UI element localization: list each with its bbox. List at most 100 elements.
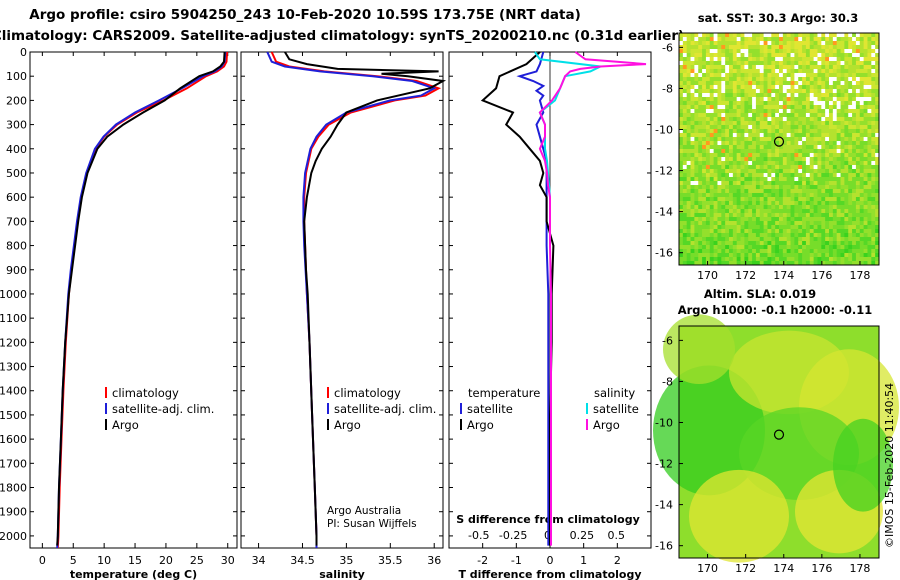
sst-cell: [755, 33, 761, 38]
sst-cell: [682, 77, 688, 82]
sst-cell: [844, 153, 849, 158]
sst-cell: [825, 173, 830, 178]
sst-cell: [702, 249, 707, 254]
sst-cell: [821, 105, 826, 110]
sst-cell: [686, 85, 691, 90]
sst-cell: [679, 105, 684, 110]
sst-cell: [840, 221, 845, 226]
sst-cell: [732, 209, 738, 214]
sst-cell: [863, 237, 868, 242]
sst-cell: [682, 33, 688, 38]
sst-cell: [755, 129, 761, 134]
sst-cell: [832, 185, 838, 190]
sst-cell: [736, 37, 741, 42]
sst-cell: [809, 113, 815, 118]
sst-cell: [759, 209, 765, 214]
sst-cell: [848, 109, 853, 114]
sst-cell: [736, 41, 741, 46]
sst-cell: [744, 113, 749, 118]
sst-cell: [836, 93, 841, 98]
sst-cell: [763, 165, 768, 170]
sst-cell: [832, 241, 838, 246]
timestamp-label: ©IMOS 15-Feb-2020 11:40:54: [883, 383, 896, 548]
sst-cell: [686, 33, 691, 38]
sst-cell: [736, 113, 741, 118]
sst-cell: [721, 245, 726, 250]
sst-cell: [763, 45, 768, 50]
sst-cell: [840, 97, 845, 102]
sst-cell: [832, 153, 838, 158]
sst-cell: [794, 49, 799, 54]
sst-cell: [759, 129, 765, 134]
sst-cell: [832, 121, 838, 126]
sst-cell: [690, 161, 695, 166]
sst-cell: [721, 97, 726, 102]
sst-cell: [679, 157, 684, 162]
sst-cell: [775, 201, 780, 206]
sst-cell: [798, 101, 803, 106]
sst-cell: [790, 149, 795, 154]
sst-cell: [775, 189, 780, 194]
sst-cell: [698, 109, 703, 114]
sst-cell: [775, 85, 780, 90]
sst-cell: [755, 257, 761, 262]
sst-cell: [752, 141, 757, 146]
sst-cell: [686, 113, 691, 118]
sst-cell: [840, 229, 845, 234]
sst-cell: [805, 173, 811, 178]
sst-cell: [805, 253, 811, 258]
sst-cell: [871, 257, 876, 262]
sst-cell: [817, 101, 822, 106]
sst-cell: [744, 205, 749, 210]
sst-cell: [690, 253, 695, 258]
sst-cell: [794, 85, 799, 90]
sst-cell: [802, 101, 807, 106]
sst-cell: [813, 53, 818, 58]
sst-cell: [821, 141, 826, 146]
sst-cell: [679, 133, 684, 138]
sst-cell: [875, 73, 880, 78]
sst-cell: [755, 97, 761, 102]
sst-cell: [709, 193, 715, 198]
sst-cell: [813, 49, 818, 54]
sst-cell: [771, 117, 776, 122]
sst-cell: [725, 101, 730, 106]
sst-cell: [802, 105, 807, 110]
sst-cell: [717, 181, 722, 186]
sst-cell: [782, 149, 788, 154]
sst-cell: [682, 161, 688, 166]
sst-cell: [863, 241, 868, 246]
sst-cell: [767, 137, 772, 142]
sst-cell: [782, 41, 788, 46]
sst-cell: [717, 137, 722, 142]
sst-cell: [871, 61, 876, 66]
sst-cell: [825, 125, 830, 130]
sst-cell: [729, 233, 734, 238]
sst-cell: [771, 181, 776, 186]
sst-cell: [729, 181, 734, 186]
sst-cell: [698, 101, 703, 106]
sst-cell: [690, 245, 695, 250]
title-line-2: Climatology: CARS2009. Satellite-adjuste…: [0, 28, 684, 44]
sst-cell: [817, 245, 822, 250]
sst-cell: [875, 197, 880, 202]
sst-cell: [709, 73, 715, 78]
sst-cell: [748, 125, 753, 130]
sst-cell: [855, 93, 861, 98]
sst-cell: [732, 149, 738, 154]
sst-cell: [763, 209, 768, 214]
sst-cell: [740, 65, 745, 70]
sst-cell: [686, 173, 691, 178]
sst-cell: [690, 117, 695, 122]
sst-cell: [721, 149, 726, 154]
sst-cell: [736, 45, 741, 50]
sst-cell: [736, 237, 741, 242]
sst-cell: [802, 177, 807, 182]
map-x-tick-label: 174: [773, 562, 794, 575]
sst-cell: [840, 129, 845, 134]
sst-cell: [782, 201, 788, 206]
sst-cell: [805, 153, 811, 158]
sst-cell: [698, 197, 703, 202]
sst-cell: [809, 45, 815, 50]
sst-cell: [867, 97, 872, 102]
